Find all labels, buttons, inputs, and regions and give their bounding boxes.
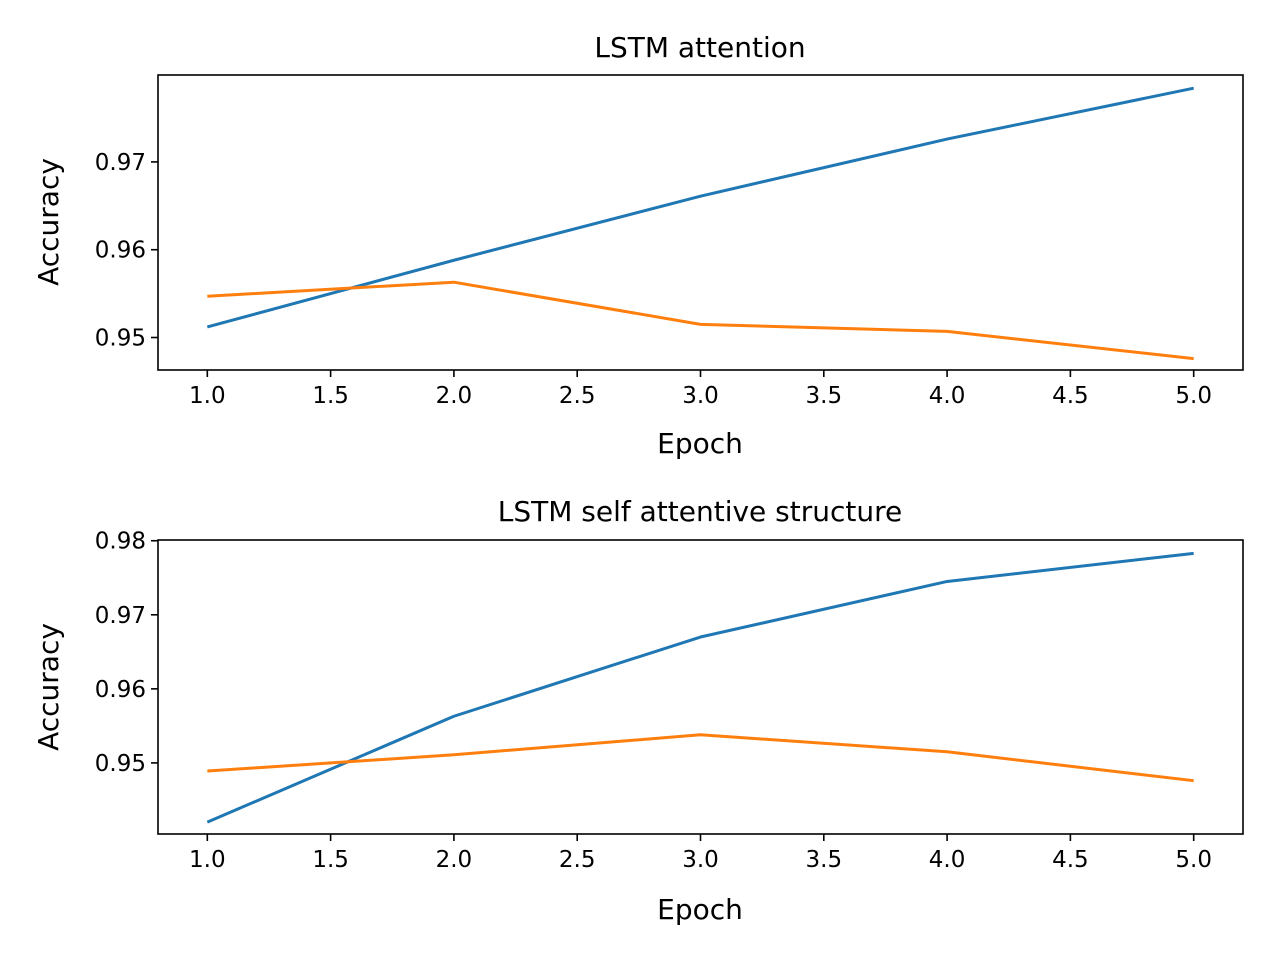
x-tick-label: 2.0 (436, 383, 473, 409)
series-line-1 (206, 551, 1194, 824)
x-tick-label: 4.5 (1052, 383, 1089, 409)
chart-title: LSTM self attentive structure (498, 495, 903, 528)
series-line-2 (207, 280, 1194, 361)
y-tick-label: 0.97 (95, 150, 146, 176)
x-tick-label: 1.5 (312, 847, 349, 873)
y-tick-label: 0.95 (95, 326, 146, 352)
plot-area: 1.0 1.5 2.0 2.5 3.0 3.5 4.0 4.5 5.0 0.95 0.96 0.97 0… (95, 529, 1244, 873)
x-tick-label: 5.0 (1175, 383, 1212, 409)
chart-lstm-self-attentive-structure: LSTM self attentive structure Epoch Accu… (32, 495, 1244, 926)
x-axis-label: Epoch (657, 427, 743, 460)
x-tick-label: 4.5 (1052, 847, 1089, 873)
y-tick-label: 0.98 (95, 529, 146, 555)
y-axis-label: Accuracy (32, 623, 65, 751)
x-tick-label: 2.5 (559, 847, 596, 873)
chart-lstm-attention: LSTM attention Epoch Accuracy 1.0 1.5 2.0 2… (32, 31, 1244, 460)
series-line-2 (207, 733, 1194, 783)
x-tick-label: 3.0 (682, 847, 719, 873)
y-tick-label: 0.96 (95, 677, 146, 703)
x-tick-label: 2.0 (436, 847, 473, 873)
x-tick-label: 1.0 (189, 847, 226, 873)
y-tick-label: 0.97 (95, 603, 146, 629)
x-tick-label: 3.5 (806, 847, 843, 873)
chart-title: LSTM attention (594, 31, 805, 64)
series-line-1 (206, 86, 1194, 329)
y-tick-label: 0.96 (95, 238, 146, 264)
y-tick-label: 0.95 (95, 751, 146, 777)
x-tick-label: 3.0 (682, 383, 719, 409)
plot-area: 1.0 1.5 2.0 2.5 3.0 3.5 4.0 4.5 5.0 0.95 0.96 0.97 (95, 74, 1244, 409)
x-tick-label: 4.0 (929, 847, 966, 873)
x-tick-label: 5.0 (1175, 847, 1212, 873)
x-tick-label: 1.5 (312, 383, 349, 409)
x-tick-label: 1.0 (189, 383, 226, 409)
x-tick-label: 3.5 (806, 383, 843, 409)
x-tick-label: 2.5 (559, 383, 596, 409)
y-axis-label: Accuracy (32, 158, 65, 286)
x-axis-label: Epoch (657, 893, 743, 926)
x-tick-label: 4.0 (929, 383, 966, 409)
